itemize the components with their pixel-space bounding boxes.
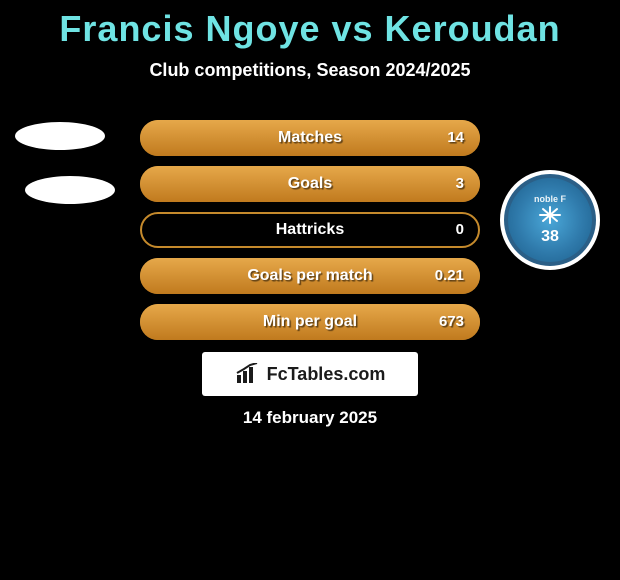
stat-row: Matches 14 xyxy=(140,120,480,156)
page-title: Francis Ngoye vs Keroudan xyxy=(0,0,620,50)
page-subtitle: Club competitions, Season 2024/2025 xyxy=(0,60,620,81)
club-crest: noble F 38 xyxy=(500,170,600,270)
bar-chart-icon xyxy=(235,363,261,385)
player-left-avatar-placeholder-2 xyxy=(25,176,115,204)
stat-row: Goals per match 0.21 xyxy=(140,258,480,294)
fctables-badge: FcTables.com xyxy=(202,352,418,396)
fctables-label: FcTables.com xyxy=(267,364,386,385)
snowflake-icon xyxy=(535,205,565,225)
stats-block: Matches 14 Goals 3 Hattricks 0 Goals per… xyxy=(140,120,480,350)
date-text: 14 february 2025 xyxy=(0,408,620,428)
stat-row: Min per goal 673 xyxy=(140,304,480,340)
stat-label: Goals per match xyxy=(140,258,480,294)
stat-label: Min per goal xyxy=(140,304,480,340)
stat-value: 0.21 xyxy=(435,258,464,294)
crest-number: 38 xyxy=(534,228,566,246)
stat-row: Goals 3 xyxy=(140,166,480,202)
stat-label: Matches xyxy=(140,120,480,156)
stat-label: Goals xyxy=(140,166,480,202)
stat-value: 14 xyxy=(447,120,464,156)
stat-value: 3 xyxy=(456,166,464,202)
stat-value: 0 xyxy=(456,212,464,248)
infographic-root: Francis Ngoye vs Keroudan Club competiti… xyxy=(0,0,620,580)
crest-text-top: noble F xyxy=(534,195,566,205)
club-crest-inner: noble F 38 xyxy=(504,174,596,266)
player-left-avatar-placeholder xyxy=(15,122,105,150)
stat-value: 673 xyxy=(439,304,464,340)
stat-row: Hattricks 0 xyxy=(140,212,480,248)
stat-label: Hattricks xyxy=(140,212,480,248)
